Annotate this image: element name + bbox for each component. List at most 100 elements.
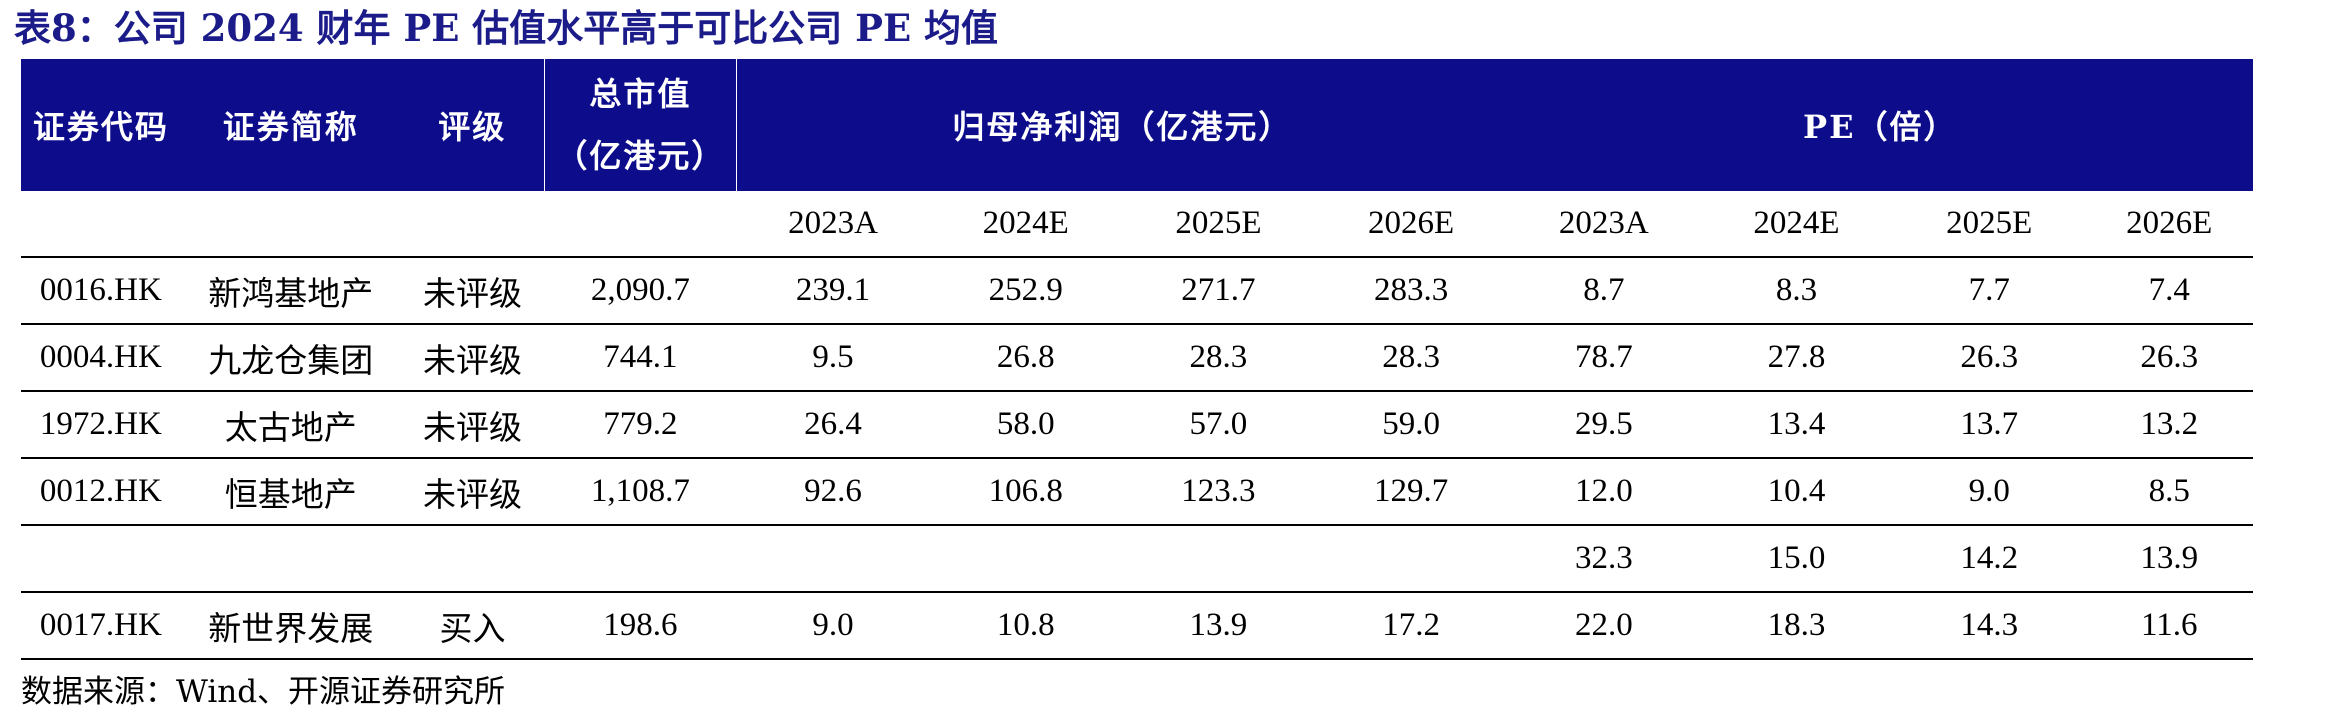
- cell-profit-2026e: 59.0: [1314, 391, 1508, 459]
- year-profit-2024e: 2024E: [929, 191, 1123, 258]
- cell-pe-2024e: 10.4: [1700, 458, 1893, 526]
- cell-code: [21, 525, 181, 593]
- cell-pe-2023a: 8.7: [1507, 257, 1701, 325]
- cell-pe-2023a: 32.3: [1507, 525, 1701, 593]
- cell-market-cap: 1,108.7: [544, 458, 737, 526]
- cell-pe-2026e: 7.4: [2085, 257, 2253, 325]
- cell-pe-2026e: 11.6: [2085, 592, 2253, 660]
- cell-profit-2026e: 283.3: [1314, 257, 1508, 325]
- cell-profit-2024e: 26.8: [929, 324, 1123, 392]
- cell-profit-2025e: 28.3: [1122, 324, 1315, 392]
- cell-rating: 买入: [400, 592, 545, 660]
- table-row: 0004.HK 九龙仓集团 未评级 744.1 9.5 26.8 28.3 28…: [21, 324, 2253, 392]
- cell-pe-2025e: 26.3: [1892, 324, 2086, 392]
- cell-name: 九龙仓集团: [180, 324, 401, 392]
- year-pe-2025e: 2025E: [1892, 191, 2086, 258]
- source-note: 数据来源：Wind、开源证券研究所: [21, 674, 506, 710]
- cell-pe-2025e: 9.0: [1892, 458, 2086, 526]
- cell-pe-2024e: 15.0: [1700, 525, 1893, 593]
- cell-rating: 未评级: [400, 324, 545, 392]
- cell-rating: [400, 525, 545, 593]
- header-pe: PE（倍）: [1507, 59, 2253, 191]
- cell-pe-2024e: 27.8: [1700, 324, 1893, 392]
- cell-profit-2025e: 13.9: [1122, 592, 1315, 660]
- cell-profit-2024e: 106.8: [929, 458, 1123, 526]
- year-profit-2025e: 2025E: [1122, 191, 1315, 258]
- cell-profit-2023a: 9.0: [736, 592, 930, 660]
- cell-pe-2023a: 29.5: [1507, 391, 1701, 459]
- header-row: 证券代码 证券简称 评级 总市值 （亿港元） 归母净利润（亿港元） PE（倍）: [21, 59, 2253, 191]
- year-pe-2024e: 2024E: [1700, 191, 1893, 258]
- table-row: 0012.HK 恒基地产 未评级 1,108.7 92.6 106.8 123.…: [21, 458, 2253, 526]
- header-net-profit: 归母净利润（亿港元）: [736, 59, 1508, 191]
- cell-name: 新世界发展: [180, 592, 401, 660]
- cell-code: 0017.HK: [21, 592, 181, 660]
- cell-profit-2023a: 92.6: [736, 458, 930, 526]
- cell-profit-2026e: [1314, 525, 1508, 593]
- header-name: 证券简称: [180, 59, 401, 191]
- year-pe-2026e: 2026E: [2085, 191, 2253, 258]
- table-row: 0017.HK 新世界发展 买入 198.6 9.0 10.8 13.9 17.…: [21, 592, 2253, 660]
- cell-pe-2025e: 14.2: [1892, 525, 2086, 593]
- cell-profit-2025e: 271.7: [1122, 257, 1315, 325]
- cell-pe-2026e: 13.2: [2085, 391, 2253, 459]
- cell-name: 新鸿基地产: [180, 257, 401, 325]
- header-rating: 评级: [400, 59, 545, 191]
- cell-profit-2023a: [736, 525, 930, 593]
- cell-name: 太古地产: [180, 391, 401, 459]
- table-title: 表8：公司 2024 财年 PE 估值水平高于可比公司 PE 均值: [14, 6, 999, 50]
- cell-profit-2025e: [1122, 525, 1315, 593]
- cell-name: [180, 525, 401, 593]
- cell-pe-2023a: 12.0: [1507, 458, 1701, 526]
- header-market-cap: 总市值 （亿港元）: [543, 59, 738, 191]
- cell-pe-2024e: 13.4: [1700, 391, 1893, 459]
- cell-profit-2025e: 57.0: [1122, 391, 1315, 459]
- cell-pe-2024e: 18.3: [1700, 592, 1893, 660]
- table-row-average: 32.3 15.0 14.2 13.9: [21, 525, 2253, 593]
- table-row: 1972.HK 太古地产 未评级 779.2 26.4 58.0 57.0 59…: [21, 391, 2253, 459]
- cell-profit-2026e: 17.2: [1314, 592, 1508, 660]
- cell-pe-2026e: 8.5: [2085, 458, 2253, 526]
- cell-pe-2025e: 14.3: [1892, 592, 2086, 660]
- year-row: 2023A 2024E 2025E 2026E 2023A 2024E 2025…: [21, 191, 2253, 258]
- year-profit-2026e: 2026E: [1314, 191, 1508, 258]
- cell-profit-2023a: 26.4: [736, 391, 930, 459]
- cell-profit-2023a: 239.1: [736, 257, 930, 325]
- year-pe-2023a: 2023A: [1507, 191, 1701, 258]
- cell-rating: 未评级: [400, 257, 545, 325]
- cell-rating: 未评级: [400, 458, 545, 526]
- cell-profit-2024e: 58.0: [929, 391, 1123, 459]
- year-cell-blank: [544, 191, 737, 258]
- cell-profit-2025e: 123.3: [1122, 458, 1315, 526]
- table-row: 0016.HK 新鸿基地产 未评级 2,090.7 239.1 252.9 27…: [21, 257, 2253, 325]
- cell-profit-2026e: 28.3: [1314, 324, 1508, 392]
- cell-profit-2024e: 252.9: [929, 257, 1123, 325]
- cell-pe-2025e: 7.7: [1892, 257, 2086, 325]
- cell-code: 1972.HK: [21, 391, 181, 459]
- cell-market-cap: 2,090.7: [544, 257, 737, 325]
- year-cell-blank: [180, 191, 401, 258]
- cell-rating: 未评级: [400, 391, 545, 459]
- cell-name: 恒基地产: [180, 458, 401, 526]
- header-code: 证券代码: [21, 59, 181, 191]
- year-cell-blank: [21, 191, 181, 258]
- cell-code: 0012.HK: [21, 458, 181, 526]
- cell-code: 0016.HK: [21, 257, 181, 325]
- cell-pe-2024e: 8.3: [1700, 257, 1893, 325]
- cell-pe-2023a: 78.7: [1507, 324, 1701, 392]
- cell-profit-2026e: 129.7: [1314, 458, 1508, 526]
- year-profit-2023a: 2023A: [736, 191, 930, 258]
- cell-market-cap: 198.6: [544, 592, 737, 660]
- valuation-table: 证券代码 证券简称 评级 总市值 （亿港元） 归母净利润（亿港元） PE（倍） …: [21, 59, 2253, 660]
- cell-profit-2024e: [929, 525, 1123, 593]
- cell-profit-2023a: 9.5: [736, 324, 930, 392]
- header-market-cap-line2: （亿港元）: [555, 137, 726, 175]
- cell-market-cap: [544, 525, 737, 593]
- cell-pe-2026e: 26.3: [2085, 324, 2253, 392]
- cell-profit-2024e: 10.8: [929, 592, 1123, 660]
- cell-pe-2026e: 13.9: [2085, 525, 2253, 593]
- cell-pe-2025e: 13.7: [1892, 391, 2086, 459]
- cell-market-cap: 744.1: [544, 324, 737, 392]
- header-market-cap-line1: 总市值: [589, 75, 692, 113]
- cell-code: 0004.HK: [21, 324, 181, 392]
